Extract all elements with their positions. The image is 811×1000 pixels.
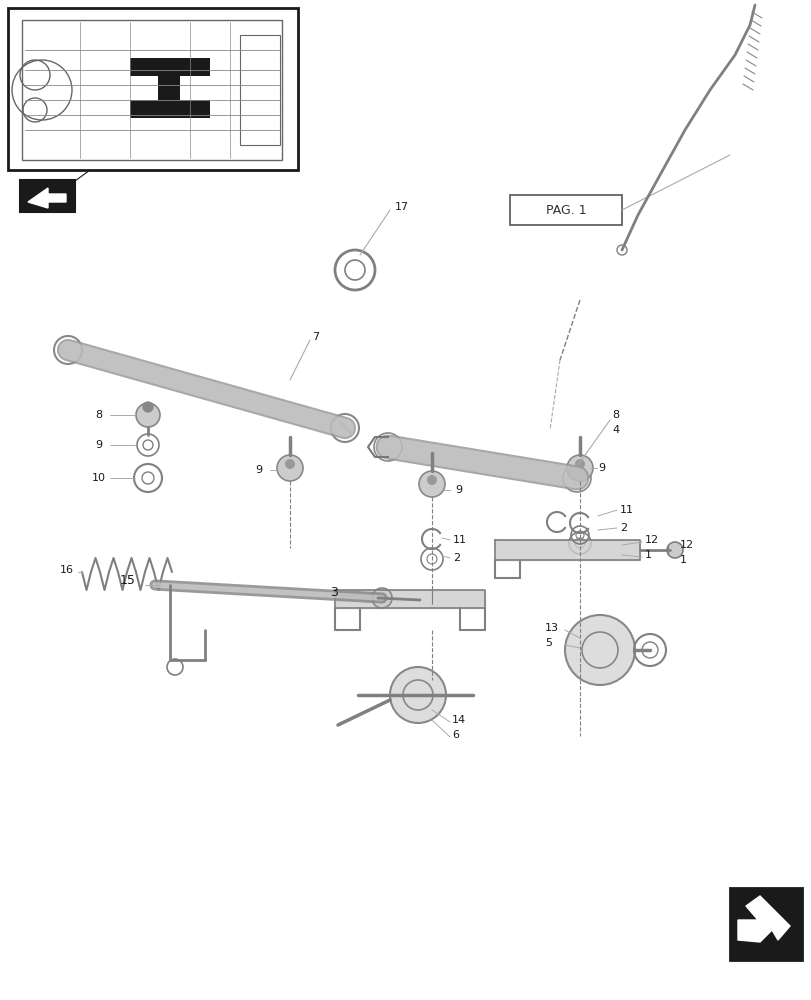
- Bar: [8, 8, 298, 170]
- Text: 9: 9: [255, 465, 262, 475]
- Polygon shape: [737, 896, 789, 942]
- Bar: [729, 888, 801, 960]
- Bar: [130, 58, 210, 76]
- Text: 1: 1: [644, 550, 651, 560]
- Text: 10: 10: [92, 473, 106, 483]
- Text: 9: 9: [95, 440, 102, 450]
- Text: 13: 13: [544, 623, 558, 633]
- Text: 8: 8: [611, 410, 618, 420]
- Bar: [22, 20, 281, 160]
- Circle shape: [371, 588, 392, 608]
- Text: 12: 12: [679, 540, 693, 550]
- Circle shape: [666, 542, 682, 558]
- Text: PAG. 1: PAG. 1: [545, 204, 586, 217]
- Bar: [130, 100, 210, 118]
- Text: 15: 15: [120, 574, 135, 586]
- Text: 8: 8: [95, 410, 102, 420]
- Text: 9: 9: [454, 485, 461, 495]
- Circle shape: [574, 459, 584, 469]
- Text: 14: 14: [452, 715, 466, 725]
- Circle shape: [427, 475, 436, 485]
- Text: 7: 7: [311, 332, 319, 342]
- Circle shape: [135, 403, 160, 427]
- Text: 5: 5: [544, 638, 551, 648]
- Circle shape: [277, 455, 303, 481]
- Text: 6: 6: [452, 730, 458, 740]
- Text: 16: 16: [60, 565, 74, 575]
- Text: 2: 2: [620, 523, 626, 533]
- Bar: [240, 35, 280, 145]
- Circle shape: [564, 615, 634, 685]
- Polygon shape: [495, 540, 639, 560]
- Bar: [158, 58, 180, 118]
- Polygon shape: [335, 590, 484, 608]
- Text: 17: 17: [394, 202, 409, 212]
- Bar: [20, 180, 75, 212]
- Circle shape: [389, 667, 445, 723]
- Circle shape: [143, 402, 152, 412]
- Text: 11: 11: [620, 505, 633, 515]
- Text: 12: 12: [644, 535, 659, 545]
- Circle shape: [285, 459, 294, 469]
- Bar: [509, 195, 621, 225]
- Text: 2: 2: [453, 553, 460, 563]
- Text: 9: 9: [597, 463, 604, 473]
- Text: 1: 1: [679, 555, 686, 565]
- Circle shape: [566, 455, 592, 481]
- Circle shape: [418, 471, 444, 497]
- Text: 3: 3: [329, 585, 337, 598]
- Polygon shape: [28, 188, 66, 208]
- Text: 4: 4: [611, 425, 618, 435]
- Text: 11: 11: [453, 535, 466, 545]
